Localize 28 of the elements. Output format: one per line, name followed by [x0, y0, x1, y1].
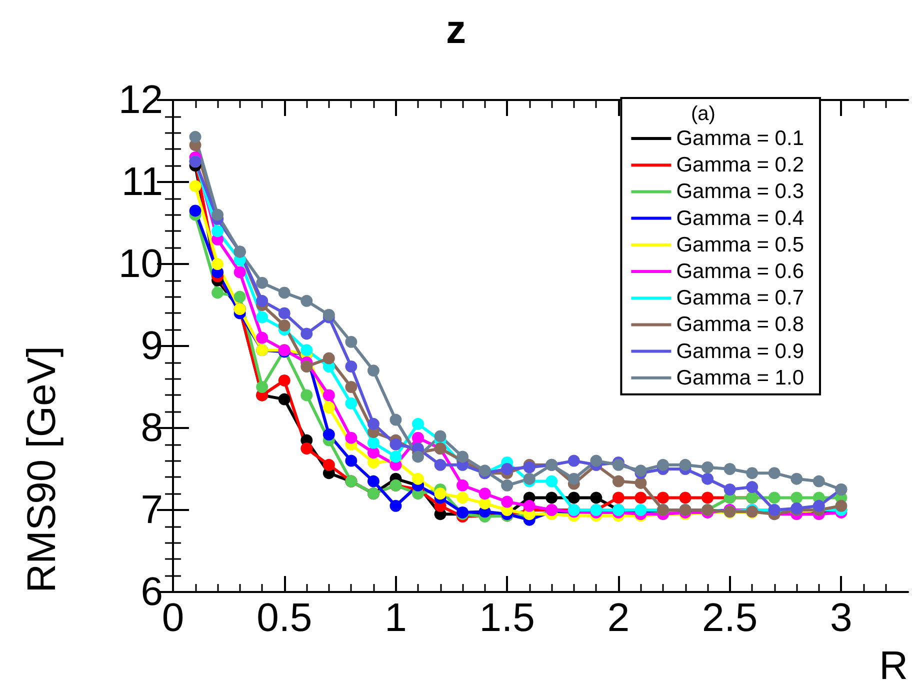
legend-label: Gamma = 0.4 [676, 206, 804, 230]
legend-label: Gamma = 0.9 [676, 340, 804, 363]
legend-label: Gamma = 1.0 [676, 366, 804, 390]
legend-label: Gamma = 0.1 [676, 127, 804, 150]
y-tick-label: 7 [140, 488, 163, 532]
x-tick-label: 2 [607, 596, 630, 640]
x-tick-label: 3 [830, 596, 852, 640]
legend-label: Gamma = 0.5 [676, 233, 804, 256]
y-tick-label: 12 [118, 78, 163, 122]
legend-label: Gamma = 0.6 [676, 260, 804, 283]
legend-label: Gamma = 0.8 [676, 313, 804, 336]
y-tick-label: 6 [140, 570, 163, 614]
chart-title: z [446, 8, 466, 52]
x-tick-label: 0.5 [256, 596, 312, 640]
y-tick-label: 9 [140, 324, 163, 368]
y-tick-label: 10 [118, 242, 163, 286]
legend-label: Gamma = 0.7 [676, 286, 804, 310]
legend-label: Gamma = 0.3 [676, 180, 804, 204]
y-tick-label: 11 [121, 160, 163, 204]
legend-title: (a) [691, 103, 716, 125]
x-tick-label: 2.5 [702, 596, 758, 640]
y-tick-label: 8 [140, 406, 163, 450]
x-axis-title: R [879, 644, 908, 688]
x-tick-label: 1.5 [479, 596, 535, 640]
legend-label: Gamma = 0.2 [676, 154, 804, 177]
x-tick-label: 0 [162, 596, 184, 640]
x-tick-label: 1 [384, 596, 407, 640]
y-axis-title: RMS90 [GeV] [20, 346, 64, 593]
